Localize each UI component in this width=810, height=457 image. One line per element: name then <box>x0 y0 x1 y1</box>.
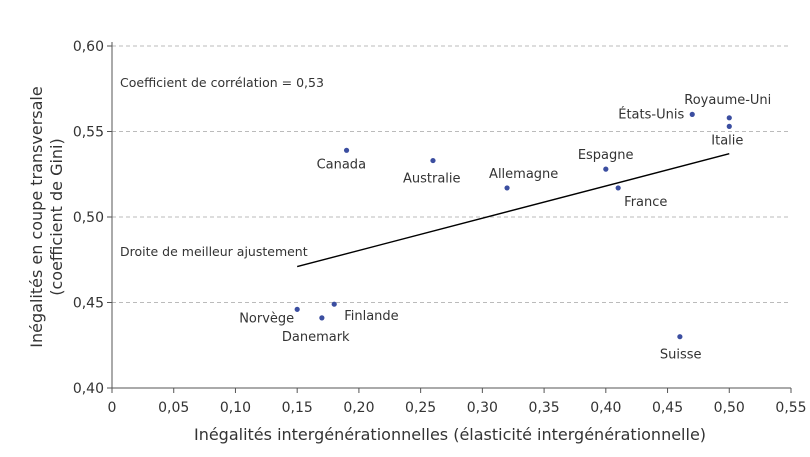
best-fit-line <box>297 153 730 268</box>
y-tick-label: 0,40 <box>73 381 104 397</box>
data-point <box>331 301 337 307</box>
data-point <box>343 147 350 153</box>
data-point <box>677 334 683 340</box>
correlation-annotation: Coefficient de corrélation = 0,53 <box>120 75 324 90</box>
y-tick-label: 0,60 <box>73 39 104 55</box>
x-tick-label: 0 <box>108 400 117 416</box>
data-point <box>726 123 732 129</box>
x-axis-label: Inégalités intergénérationnelles (élasti… <box>194 425 706 444</box>
x-tick-label: 0,50 <box>714 400 745 416</box>
x-tick-label: 0,20 <box>343 400 374 416</box>
y-tick-label: 0,50 <box>73 210 104 226</box>
x-tick-label: 0,05 <box>158 400 189 416</box>
gridlines <box>112 45 791 303</box>
axes <box>107 42 792 393</box>
x-tick-label: 0,25 <box>405 400 436 416</box>
point-label: Espagne <box>578 148 634 163</box>
fit-line-label: Droite de meilleur ajustement <box>120 244 308 259</box>
data-points: Royaume-Uni Italie États-Unis Espagne France… <box>239 93 771 363</box>
data-point <box>615 185 621 191</box>
point-label: Finlande <box>344 309 398 324</box>
point-label: France <box>624 195 667 210</box>
data-point <box>504 185 510 191</box>
data-point <box>294 306 300 312</box>
tick-labels: 0,40 0,45 0,50 0,55 0,60 0 0,05 0,10 0,15 0,20 0,2… <box>73 39 807 416</box>
point-label: Italie <box>711 133 743 148</box>
point-label: Royaume-Uni <box>684 93 771 108</box>
x-tick-label: 0,40 <box>590 400 621 416</box>
x-tick-label: 0,55 <box>775 400 806 416</box>
x-tick-label: 0,35 <box>529 400 560 416</box>
x-tick-label: 0,30 <box>467 400 498 416</box>
point-label: États-Unis <box>618 106 684 122</box>
x-tick-label: 0,15 <box>282 400 313 416</box>
point-label: Australie <box>403 172 461 187</box>
y-axis-label-line2: (coefficient de Gini) <box>47 138 66 295</box>
point-label: Norvège <box>239 311 294 326</box>
data-point <box>726 115 732 121</box>
point-label: Suisse <box>660 348 702 363</box>
x-tick-label: 0,10 <box>220 400 251 416</box>
y-tick-label: 0,45 <box>73 296 104 312</box>
point-label: Canada <box>317 157 366 172</box>
x-tick-label: 0,45 <box>652 400 683 416</box>
data-point <box>603 166 609 172</box>
data-point <box>319 315 325 321</box>
data-point <box>430 157 436 164</box>
y-axis-label-line1: Inégalités en coupe transversale <box>27 86 46 347</box>
data-point <box>689 111 695 117</box>
point-label: Danemark <box>282 330 350 345</box>
y-tick-label: 0,55 <box>73 125 104 141</box>
point-label: Allemagne <box>489 167 558 182</box>
